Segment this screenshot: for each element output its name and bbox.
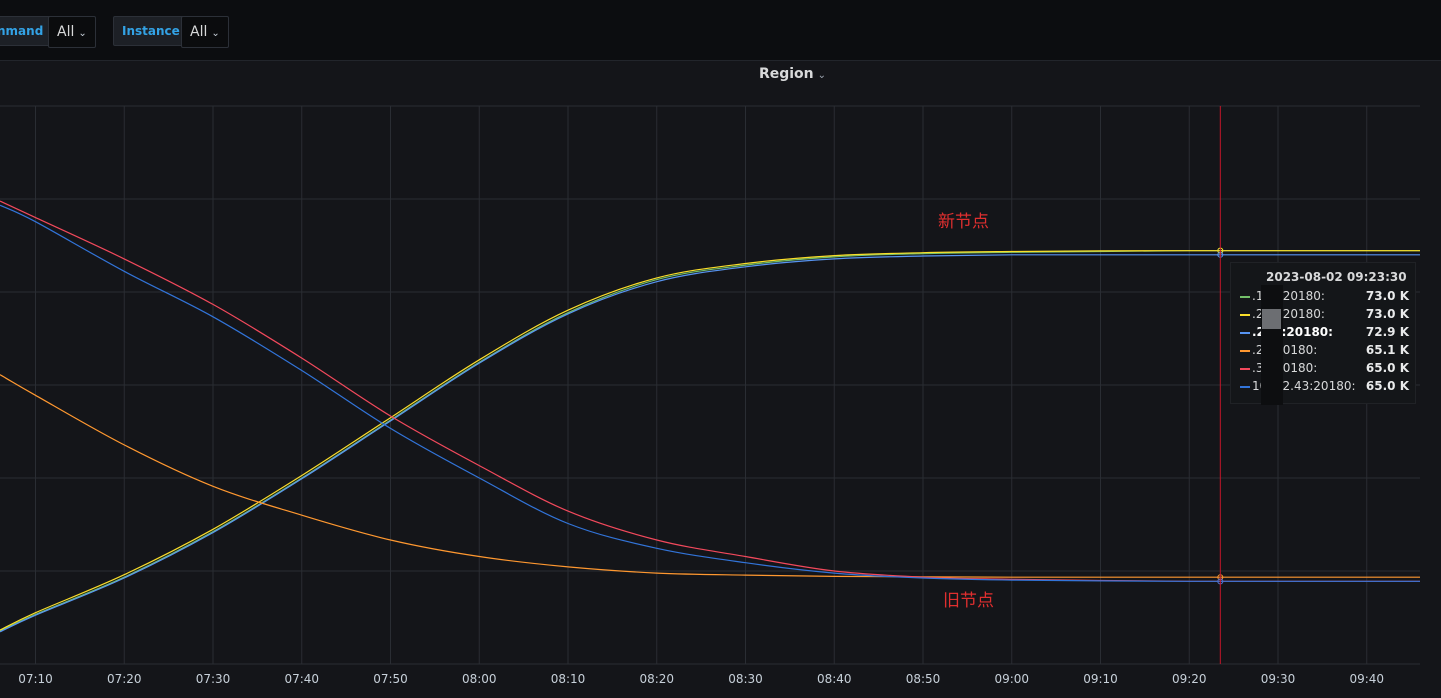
tooltip-series-value: 65.0 K	[1365, 361, 1409, 375]
variables-bar: nmand All ⌄ Instance All ⌄	[0, 0, 1441, 61]
variable-value-command: All	[57, 24, 75, 40]
x-tick-label: 09:40	[1349, 672, 1384, 686]
tooltip-row: .25:20180: 65.1 K	[1231, 342, 1417, 360]
x-tick-label: 08:20	[639, 672, 674, 686]
series-line	[0, 250, 1420, 631]
x-axis-ticks: 07:10 07:20 07:30 07:40 07:50 08:00 08:10 08:20…	[18, 672, 1384, 686]
tooltip-time: 2023-08-02 09:23:30	[1266, 270, 1407, 284]
panel-title[interactable]: Region ⌄	[0, 66, 1441, 82]
panel-title-text: Region	[758, 66, 814, 82]
tooltip-series-value: 72.9 K	[1365, 325, 1409, 339]
annotation-old-nodes: 旧节点	[943, 591, 994, 611]
chevron-down-icon: ⌄	[78, 28, 87, 39]
tooltip-row: .211:20180: 73.0 K	[1231, 306, 1417, 324]
legend-swatch	[1240, 296, 1250, 298]
chevron-down-icon: ⌄	[817, 70, 827, 81]
x-tick-label: 07:40	[284, 672, 319, 686]
tooltip-series-value: 65.0 K	[1365, 379, 1409, 393]
x-tick-label: 07:10	[18, 672, 53, 686]
x-tick-label: 08:30	[728, 672, 763, 686]
legend-swatch	[1240, 350, 1250, 352]
tooltip-series-value: 73.0 K	[1365, 289, 1409, 303]
redaction-mask	[1261, 285, 1283, 405]
legend-swatch	[1240, 332, 1250, 334]
variable-select-instance[interactable]: All ⌄	[181, 16, 229, 48]
tooltip-row: .189:20180: 73.0 K	[1231, 288, 1417, 306]
x-tick-label: 08:10	[551, 672, 586, 686]
x-tick-label: 08:50	[906, 672, 941, 686]
tooltip-series-value: 73.0 K	[1365, 307, 1409, 321]
series-line	[0, 254, 1421, 633]
x-tick-label: 07:50	[373, 672, 408, 686]
series-tooltip: 2023-08-02 09:23:30 .189:20180: 73.0 K .21…	[1230, 262, 1417, 405]
x-tick-label: 09:00	[994, 672, 1029, 686]
x-tick-label: 08:40	[817, 672, 852, 686]
annotation-new-nodes: 新节点	[938, 212, 989, 232]
legend-swatch	[1240, 314, 1250, 316]
redaction-mask	[1262, 309, 1281, 329]
chevron-down-icon: ⌄	[211, 28, 220, 39]
variable-select-command[interactable]: All ⌄	[48, 16, 96, 48]
x-tick-label: 09:20	[1172, 672, 1207, 686]
x-tick-label: 07:30	[196, 672, 231, 686]
series-line	[0, 374, 1420, 578]
variable-label-command[interactable]: nmand	[0, 16, 53, 46]
tooltip-row: .35:20180: 65.0 K	[1231, 360, 1417, 378]
tooltip-series-value: 65.1 K	[1365, 343, 1409, 357]
legend-swatch	[1240, 368, 1250, 370]
series-line	[0, 204, 1420, 582]
tooltip-row: .240:20180: 72.9 K	[1231, 324, 1417, 342]
variable-label-instance[interactable]: Instance	[113, 16, 189, 46]
legend-swatch	[1240, 386, 1250, 388]
chart-grid	[0, 105, 1420, 665]
x-tick-label: 09:30	[1261, 672, 1296, 686]
x-tick-label: 09:10	[1083, 672, 1118, 686]
variable-value-instance: All	[190, 24, 208, 40]
chart-series	[0, 200, 1421, 633]
x-tick-label: 07:20	[107, 672, 142, 686]
x-tick-label: 08:00	[462, 672, 497, 686]
tooltip-row: 10.5.2.43:20180: 65.0 K	[1231, 378, 1417, 396]
